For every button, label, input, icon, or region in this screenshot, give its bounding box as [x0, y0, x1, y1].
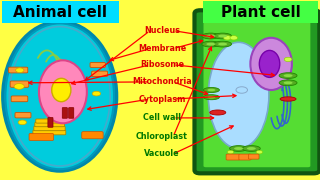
Ellipse shape [279, 73, 297, 78]
FancyBboxPatch shape [69, 108, 74, 118]
Ellipse shape [234, 147, 243, 150]
Text: Mitochondria: Mitochondria [132, 77, 192, 86]
Text: Ribosome: Ribosome [140, 60, 184, 69]
FancyBboxPatch shape [90, 62, 105, 68]
Ellipse shape [259, 50, 280, 77]
Text: Chloroplast: Chloroplast [136, 132, 188, 141]
Ellipse shape [202, 33, 220, 39]
Text: Nucleus: Nucleus [144, 26, 180, 35]
FancyBboxPatch shape [9, 67, 28, 73]
Ellipse shape [39, 60, 87, 123]
FancyBboxPatch shape [34, 126, 65, 131]
Circle shape [230, 36, 238, 40]
FancyBboxPatch shape [92, 71, 108, 76]
Ellipse shape [207, 89, 215, 91]
Ellipse shape [206, 35, 215, 37]
Ellipse shape [242, 146, 260, 151]
Text: Animal cell: Animal cell [13, 4, 107, 20]
Circle shape [224, 36, 231, 40]
Ellipse shape [208, 42, 269, 148]
Ellipse shape [204, 95, 220, 100]
FancyBboxPatch shape [10, 81, 29, 87]
Ellipse shape [210, 110, 226, 115]
Circle shape [284, 57, 292, 62]
Ellipse shape [202, 41, 220, 47]
Circle shape [228, 150, 234, 154]
Ellipse shape [280, 97, 296, 101]
Ellipse shape [284, 74, 292, 77]
Ellipse shape [284, 81, 292, 84]
Circle shape [92, 91, 100, 96]
FancyBboxPatch shape [33, 130, 66, 135]
Ellipse shape [214, 33, 232, 39]
Ellipse shape [250, 38, 292, 90]
Ellipse shape [207, 96, 215, 98]
Ellipse shape [204, 87, 220, 93]
Text: Vacuole: Vacuole [144, 149, 180, 158]
FancyBboxPatch shape [239, 154, 251, 160]
Text: Cell wall: Cell wall [143, 113, 181, 122]
FancyBboxPatch shape [36, 119, 64, 123]
FancyBboxPatch shape [35, 122, 65, 127]
FancyBboxPatch shape [203, 16, 311, 168]
FancyBboxPatch shape [226, 154, 240, 160]
FancyBboxPatch shape [195, 10, 319, 173]
FancyBboxPatch shape [2, 1, 119, 23]
Ellipse shape [279, 80, 297, 86]
Text: Membrane: Membrane [138, 44, 186, 53]
Circle shape [18, 120, 27, 125]
Ellipse shape [52, 78, 71, 102]
FancyBboxPatch shape [248, 154, 259, 159]
Circle shape [256, 150, 262, 154]
FancyBboxPatch shape [15, 112, 31, 118]
FancyBboxPatch shape [82, 132, 103, 139]
Ellipse shape [5, 23, 114, 169]
FancyBboxPatch shape [62, 108, 68, 118]
Circle shape [16, 68, 24, 73]
FancyBboxPatch shape [29, 133, 54, 141]
FancyBboxPatch shape [48, 118, 53, 127]
Ellipse shape [218, 43, 227, 46]
Ellipse shape [3, 22, 116, 171]
Circle shape [14, 84, 24, 89]
FancyBboxPatch shape [204, 1, 318, 23]
Text: Plant cell: Plant cell [221, 4, 301, 20]
Text: Cytoplasm: Cytoplasm [138, 94, 186, 103]
Ellipse shape [247, 147, 256, 150]
Ellipse shape [218, 35, 227, 37]
Ellipse shape [206, 43, 215, 46]
Ellipse shape [230, 146, 247, 151]
Ellipse shape [214, 41, 232, 47]
FancyBboxPatch shape [11, 96, 28, 102]
